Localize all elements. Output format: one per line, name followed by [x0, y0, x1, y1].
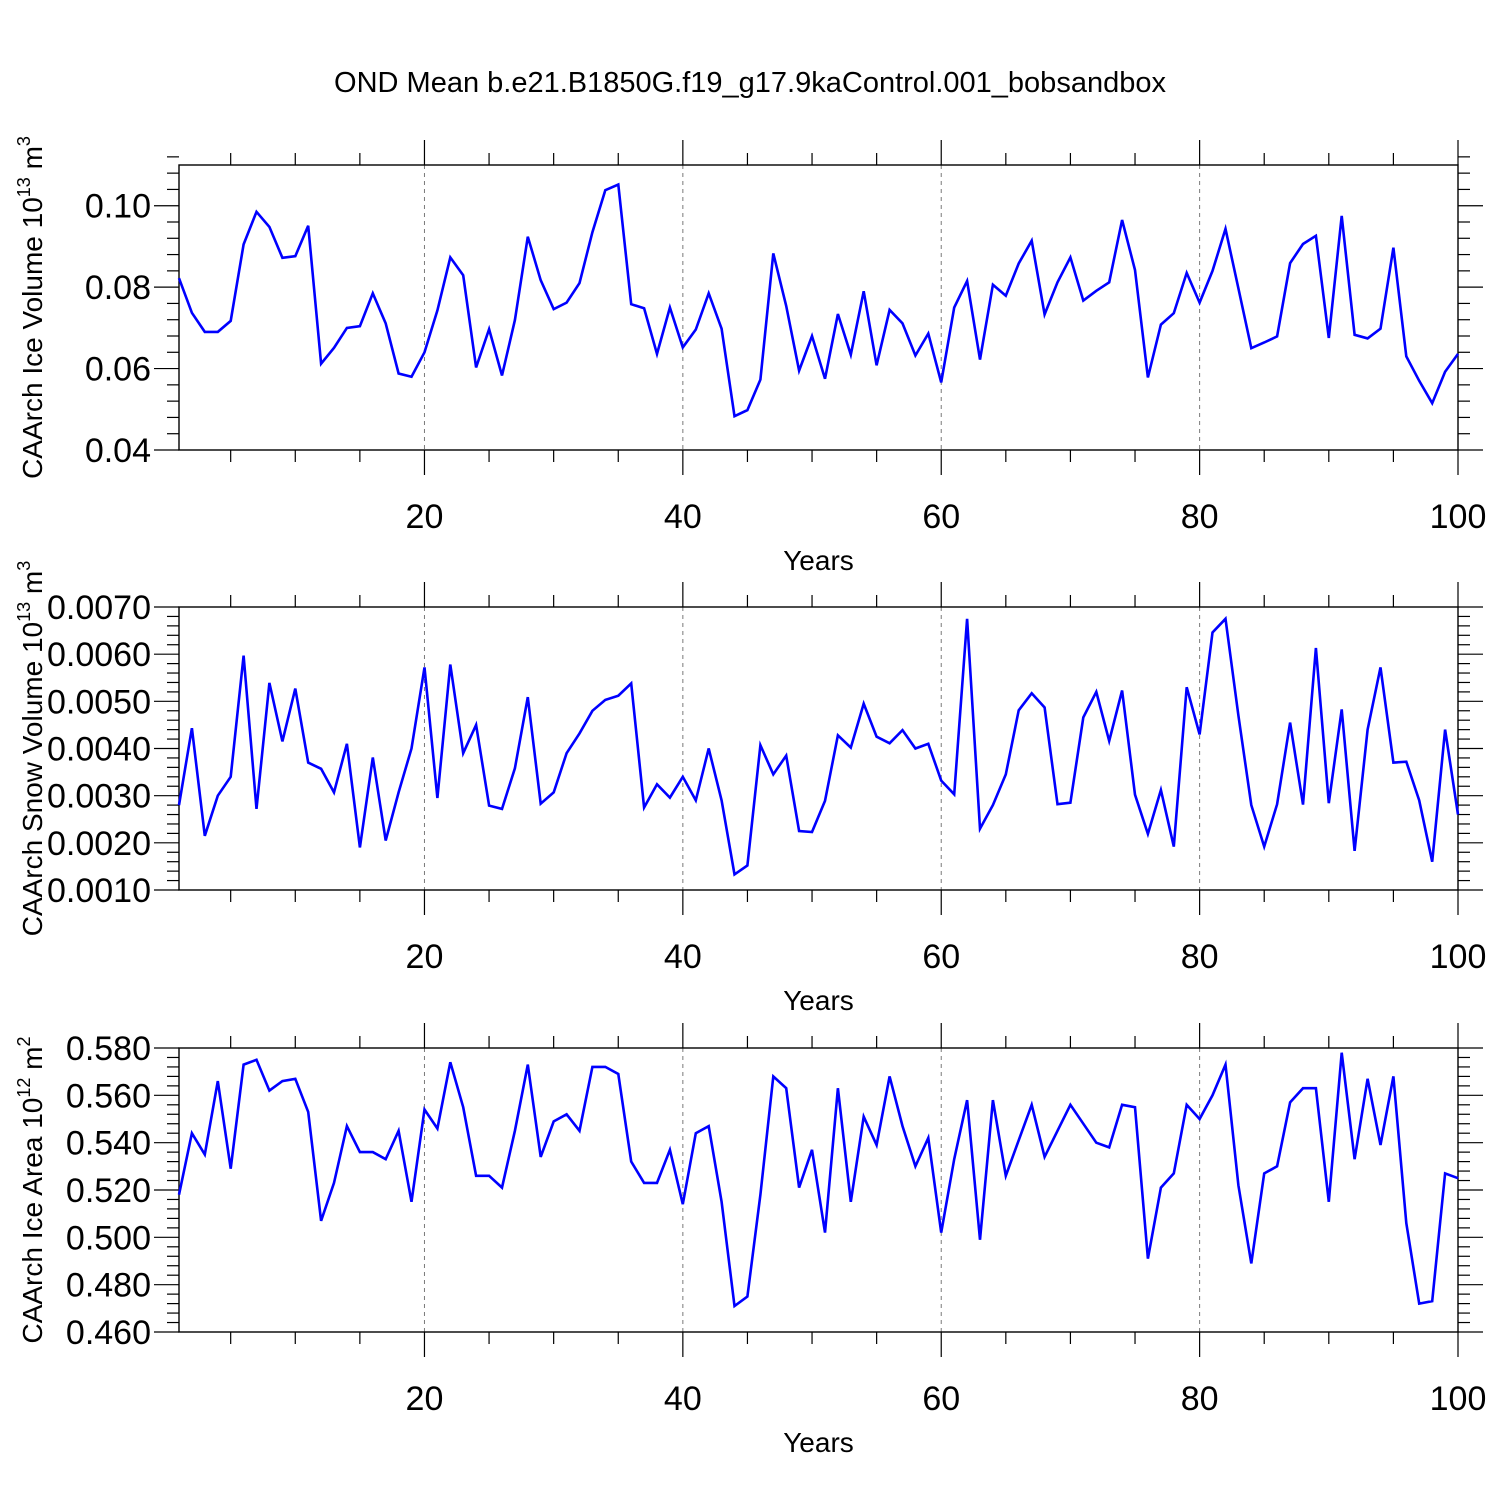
plot-frame	[178, 164, 1459, 451]
x-tick-label: 80	[1181, 1380, 1219, 1418]
y-tick-label: 0.0040	[47, 731, 151, 769]
y-tick-label: 0.560	[66, 1077, 151, 1115]
x-tick-label: 60	[922, 1380, 960, 1418]
y-tick-label: 0.0050	[47, 683, 151, 721]
x-axis-label: Years	[783, 985, 854, 1016]
x-tick-label: 40	[664, 938, 702, 976]
series-line	[177, 1052, 1459, 1309]
y-tick-label: 0.540	[66, 1125, 151, 1163]
figure-title: OND Mean b.e21.B1850G.f19_g17.9kaControl…	[334, 67, 1166, 99]
y-tick-label: 0.10	[85, 188, 151, 226]
x-tick-label: 60	[922, 498, 960, 536]
y-tick-label: 0.0020	[47, 825, 151, 863]
x-tick-label: 20	[406, 938, 444, 976]
x-tick-label: 40	[664, 498, 702, 536]
y-tick-label: 0.06	[85, 351, 151, 389]
x-tick-label: 100	[1430, 938, 1487, 976]
y-tick-label: 0.460	[66, 1314, 151, 1352]
y-tick-label: 0.0060	[47, 636, 151, 674]
plot-frame	[178, 606, 1459, 891]
x-axis-label: Years	[783, 1427, 854, 1458]
y-tick-label: 0.500	[66, 1219, 151, 1257]
y-tick-label: 0.580	[66, 1030, 151, 1068]
series-line	[177, 615, 1460, 877]
x-tick-label: 100	[1430, 1380, 1487, 1418]
y-tick-label: 0.04	[85, 432, 151, 470]
y-tick-label: 0.520	[66, 1172, 151, 1210]
x-tick-label: 100	[1430, 498, 1487, 536]
x-axis-label: Years	[783, 545, 854, 576]
y-axis-label: CAArch Ice Area 1012 m2	[14, 1036, 48, 1343]
x-tick-label: 80	[1181, 938, 1219, 976]
chart-panel-1: 0.04 0.06 0.08 0.10 20 40 60 80 100 Years CAArch I…	[14, 136, 1486, 576]
series-line	[177, 182, 1460, 419]
chart-panel-3: 0.460 0.480 0.500 0.520 0.540 0.560 0.580 20 40 6…	[14, 1023, 1486, 1458]
x-tick-label: 60	[922, 938, 960, 976]
x-tick-label: 80	[1181, 498, 1219, 536]
y-tick-label: 0.08	[85, 269, 151, 307]
x-tick-label: 20	[406, 498, 444, 536]
y-tick-label: 0.0010	[47, 872, 151, 910]
x-tick-label: 20	[406, 1380, 444, 1418]
panels: 0.04 0.06 0.08 0.10 20 40 60 80 100 Years CAArch I…	[14, 136, 1486, 1458]
y-tick-label: 0.0030	[47, 778, 151, 816]
y-axis-label: CAArch Snow Volume 1013 m3	[14, 561, 48, 937]
y-tick-label: 0.0070	[47, 589, 151, 627]
chart-panel-2: 0.0010 0.0020 0.0030 0.0040 0.0050 0.0060 0.00…	[14, 561, 1486, 1016]
y-axis-label: CAArch Ice Volume 1013 m3	[14, 136, 48, 479]
y-tick-label: 0.480	[66, 1267, 151, 1305]
x-tick-label: 40	[664, 1380, 702, 1418]
